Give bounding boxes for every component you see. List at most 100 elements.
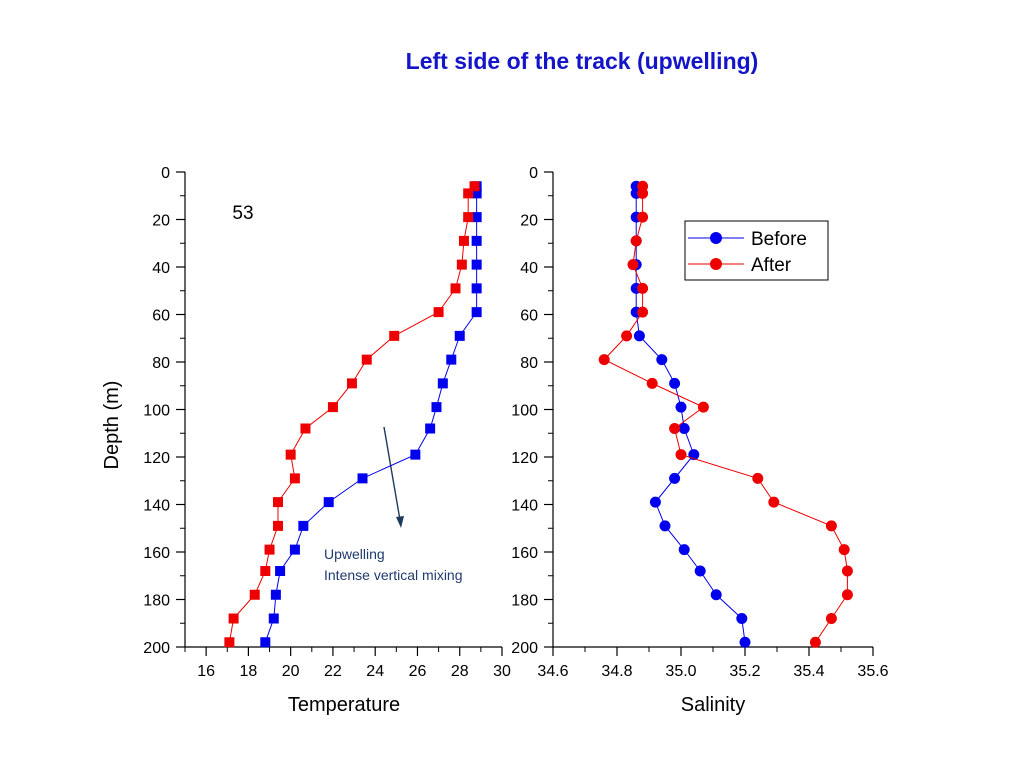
data-point-before xyxy=(275,566,286,576)
data-point-before xyxy=(289,544,300,555)
data-point-before xyxy=(431,402,442,413)
data-point-after xyxy=(300,423,311,434)
data-point-after xyxy=(249,589,260,600)
annotation-arrow xyxy=(383,426,401,521)
data-point-before xyxy=(410,449,421,460)
data-point-after xyxy=(697,401,709,413)
data-point-after xyxy=(630,235,642,247)
data-point-after xyxy=(285,449,296,460)
x-tick-label: 22 xyxy=(324,663,342,680)
data-point-after xyxy=(389,330,400,341)
panel-label: 53 xyxy=(232,203,253,224)
x-tick-label: 35.0 xyxy=(665,663,696,680)
data-point-before xyxy=(437,378,448,389)
salinity-panel: Salinity Before After 0 20 40 60 80 100 120 140… xyxy=(511,165,888,716)
legend-marker-after xyxy=(710,258,722,270)
legend: Before After xyxy=(684,220,829,281)
data-point-after xyxy=(621,330,633,342)
data-point-after xyxy=(289,473,300,484)
x-tick-label: 28 xyxy=(451,663,469,680)
y-tick-label: 100 xyxy=(511,403,538,420)
data-point-before xyxy=(649,496,661,508)
data-point-before xyxy=(260,637,271,648)
y-tick-label: 40 xyxy=(520,260,538,277)
data-point-after xyxy=(228,613,239,624)
data-point-after xyxy=(224,637,235,648)
y-axis-label: Depth (m) xyxy=(101,381,123,470)
data-point-after xyxy=(646,377,658,389)
y-tick-label: 80 xyxy=(152,355,170,372)
y-tick-label: 40 xyxy=(152,260,170,277)
annotation-upwelling: Upwelling xyxy=(324,546,385,562)
data-point-before xyxy=(675,401,687,413)
data-point-after xyxy=(469,181,480,192)
y-tick-label: 200 xyxy=(511,640,538,657)
y-tick-label: 0 xyxy=(161,165,170,182)
data-point-before xyxy=(298,520,309,531)
data-point-before xyxy=(678,544,690,556)
data-point-before xyxy=(669,377,681,389)
y-tick-label: 200 xyxy=(143,640,170,657)
x-axis-label: Salinity xyxy=(681,694,745,716)
data-point-after xyxy=(264,544,275,555)
data-point-after xyxy=(825,613,837,624)
x-tick-label: 30 xyxy=(493,663,511,680)
data-point-before xyxy=(471,259,482,270)
y-tick-label: 0 xyxy=(529,165,538,182)
data-point-after xyxy=(327,402,338,413)
annotation-arrowhead xyxy=(396,516,404,528)
data-point-after xyxy=(463,212,474,223)
data-point-after xyxy=(809,636,821,648)
data-point-after xyxy=(361,354,372,365)
data-point-before xyxy=(357,473,368,484)
x-axis-label: Temperature xyxy=(288,694,400,716)
y-tick-label: 60 xyxy=(152,308,170,325)
data-point-after xyxy=(838,544,850,556)
x-tick-label: 35.6 xyxy=(857,663,888,680)
legend-label-before: Before xyxy=(751,229,807,250)
data-point-after xyxy=(637,187,649,199)
legend-label-after: After xyxy=(751,255,792,276)
data-point-before xyxy=(425,423,436,434)
y-tick-label: 140 xyxy=(511,498,538,515)
data-point-before xyxy=(678,423,690,434)
temperature-panel: Depth (m) Temperature 53 Upwelling Inten… xyxy=(101,165,511,716)
y-tick-label: 20 xyxy=(520,213,538,230)
data-point-after xyxy=(598,354,610,366)
y-tick-label: 160 xyxy=(511,545,538,562)
data-point-before xyxy=(270,589,281,600)
data-point-after xyxy=(260,566,271,576)
y-tick-label: 80 xyxy=(520,355,538,372)
y-tick-label: 100 xyxy=(143,403,170,420)
page-title: Left side of the track (upwelling) xyxy=(405,48,759,74)
data-point-after xyxy=(627,259,639,271)
data-point-after xyxy=(463,188,474,199)
data-point-after xyxy=(669,423,681,434)
data-point-after xyxy=(675,449,687,461)
x-tick-label: 35.4 xyxy=(793,663,824,680)
y-tick-label: 180 xyxy=(511,593,538,610)
data-point-after xyxy=(272,497,283,508)
data-point-after xyxy=(825,520,837,532)
data-point-before xyxy=(710,589,722,601)
y-tick-label: 120 xyxy=(143,450,170,467)
x-tick-label: 16 xyxy=(197,663,215,680)
data-point-before xyxy=(656,354,668,366)
data-point-before xyxy=(659,520,671,532)
x-tick-label: 26 xyxy=(409,663,427,680)
data-point-after xyxy=(456,259,467,270)
annotation-mixing: Intense vertical mixing xyxy=(324,567,463,583)
y-tick-label: 20 xyxy=(152,213,170,230)
data-point-after xyxy=(433,307,444,318)
data-point-after xyxy=(346,378,357,389)
data-point-before xyxy=(736,613,748,624)
y-tick-label: 60 xyxy=(520,308,538,325)
data-point-before xyxy=(633,330,645,342)
data-point-after xyxy=(272,520,283,531)
data-point-after xyxy=(637,211,649,223)
data-point-before xyxy=(471,307,482,318)
data-point-after xyxy=(768,496,780,508)
data-point-before xyxy=(471,212,482,223)
x-tick-label: 24 xyxy=(366,663,384,680)
y-tick-label: 140 xyxy=(143,498,170,515)
